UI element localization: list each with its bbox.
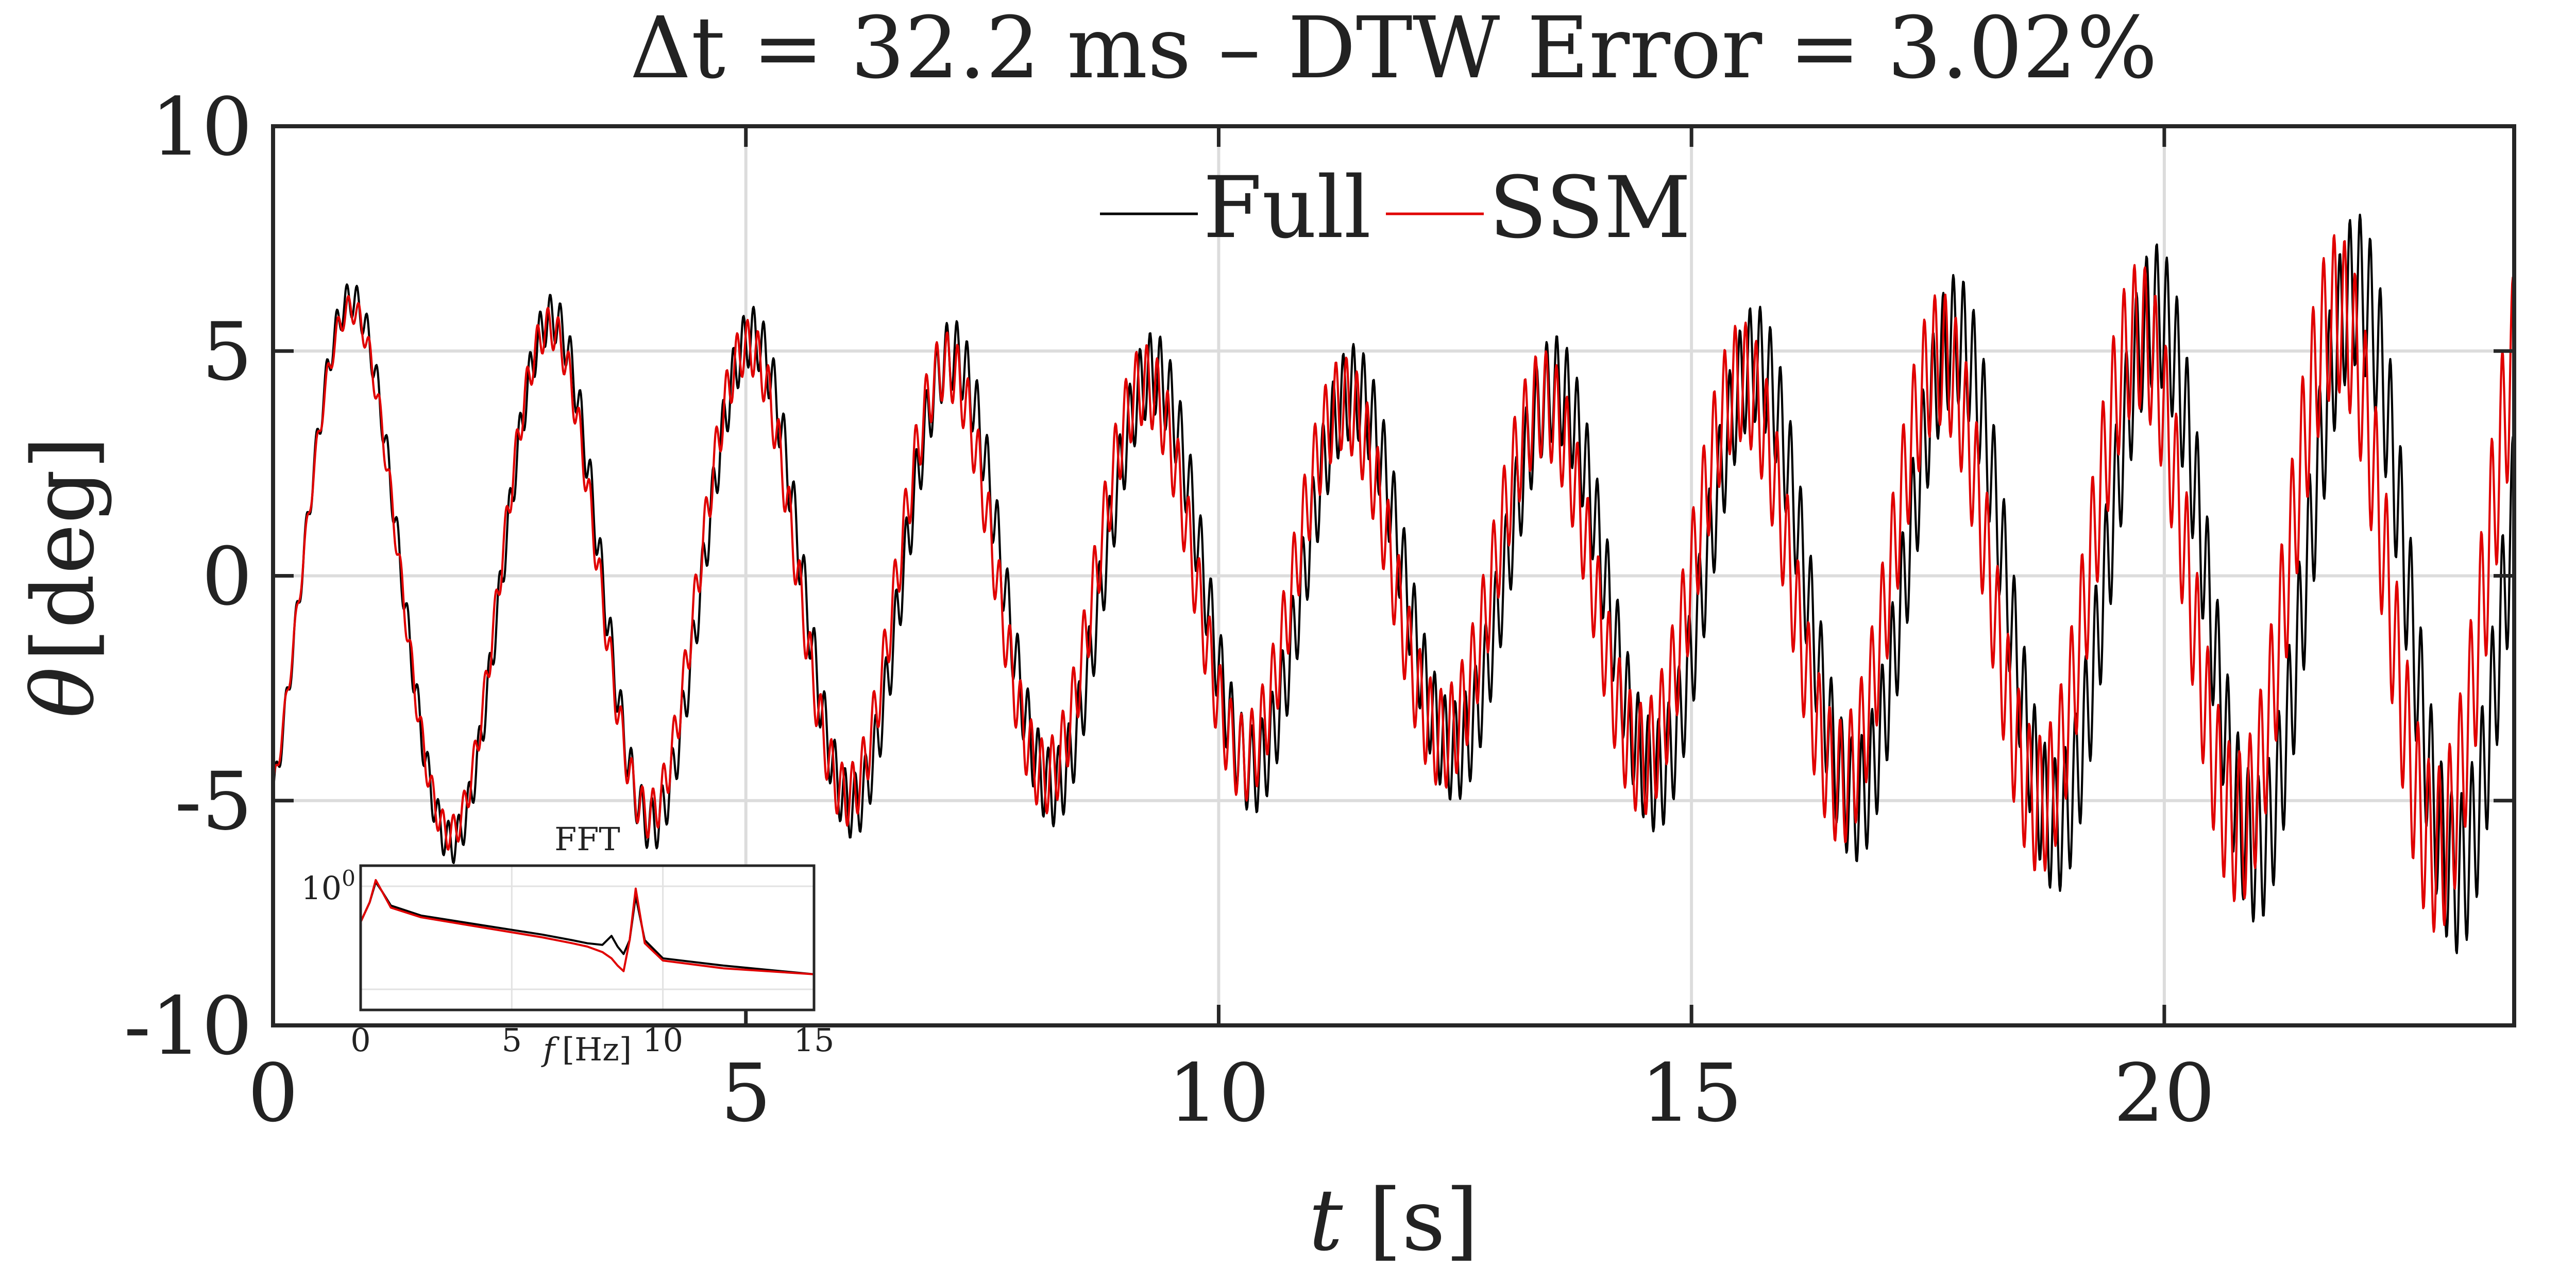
inset-title: FFT bbox=[554, 820, 620, 858]
inset-ticks: 0 5 10 15 bbox=[350, 1021, 834, 1059]
x-tick-label: 5 bbox=[720, 1047, 771, 1140]
series-line-ssm bbox=[272, 234, 2516, 933]
inset-xlabel: f [Hz] bbox=[541, 1031, 632, 1068]
plot-frame bbox=[271, 124, 2516, 1027]
inset-series-line-ssm bbox=[360, 879, 815, 975]
y-tick-label: 10 bbox=[151, 80, 252, 174]
inset-ytick-label: 100 bbox=[301, 866, 355, 907]
x-axis-label: t [s] bbox=[1309, 1171, 1479, 1265]
chart-title: Δt = 32.2 ms – DTW Error = 3.02% bbox=[630, 0, 2157, 97]
legend: Full SSM bbox=[1100, 158, 1691, 257]
inset-x-tick-label: 5 bbox=[502, 1021, 522, 1059]
inset-fft: 0 5 10 15 FFT 100 f [Hz] bbox=[301, 820, 834, 1068]
inset-x-tick-label: 15 bbox=[794, 1021, 835, 1059]
x-tick-label: 15 bbox=[1641, 1047, 1742, 1140]
inset-x-tick-label: 10 bbox=[642, 1021, 683, 1059]
y-tick-label: -10 bbox=[124, 980, 252, 1073]
legend-label-ssm: SSM bbox=[1489, 158, 1691, 257]
legend-label-full: Full bbox=[1203, 158, 1371, 257]
y-tick-label: -5 bbox=[175, 755, 252, 848]
y-axis-label: θ[deg] bbox=[14, 436, 113, 718]
series-layer bbox=[272, 213, 2516, 954]
x-tick-label: 10 bbox=[1168, 1047, 1269, 1140]
y-tick-label: 5 bbox=[201, 305, 252, 398]
inset-series bbox=[360, 879, 815, 975]
inset-x-tick-label: 0 bbox=[350, 1021, 370, 1059]
x-tick-label: 0 bbox=[248, 1047, 299, 1140]
ticks: 0 5 10 15 20 -10 -5 0 5 10 bbox=[124, 80, 2514, 1140]
x-tick-label: 20 bbox=[2113, 1047, 2215, 1140]
y-tick-label: 0 bbox=[201, 530, 252, 623]
